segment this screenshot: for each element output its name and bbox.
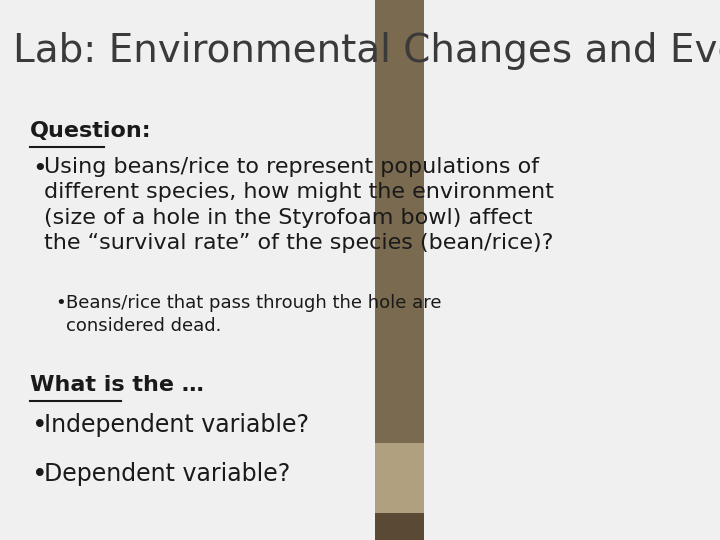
Bar	[375, 443, 423, 513]
Text: Question:: Question:	[30, 122, 151, 141]
Text: Independent variable?: Independent variable?	[45, 413, 310, 437]
Text: What is the …: What is the …	[30, 375, 204, 395]
Text: Using beans/rice to represent populations of
different species, how might the en: Using beans/rice to represent population…	[45, 157, 554, 253]
Text: Lab: Environmental Changes and Evolution: Lab: Environmental Changes and Evolution	[13, 32, 720, 70]
Text: Dependent variable?: Dependent variable?	[45, 462, 291, 485]
Text: •: •	[32, 157, 47, 180]
Text: •: •	[55, 294, 66, 312]
Bar	[375, 513, 423, 540]
Text: •: •	[32, 413, 48, 439]
Bar	[375, 0, 423, 443]
Text: Beans/rice that pass through the hole are
considered dead.: Beans/rice that pass through the hole ar…	[66, 294, 441, 335]
Text: •: •	[32, 462, 48, 488]
